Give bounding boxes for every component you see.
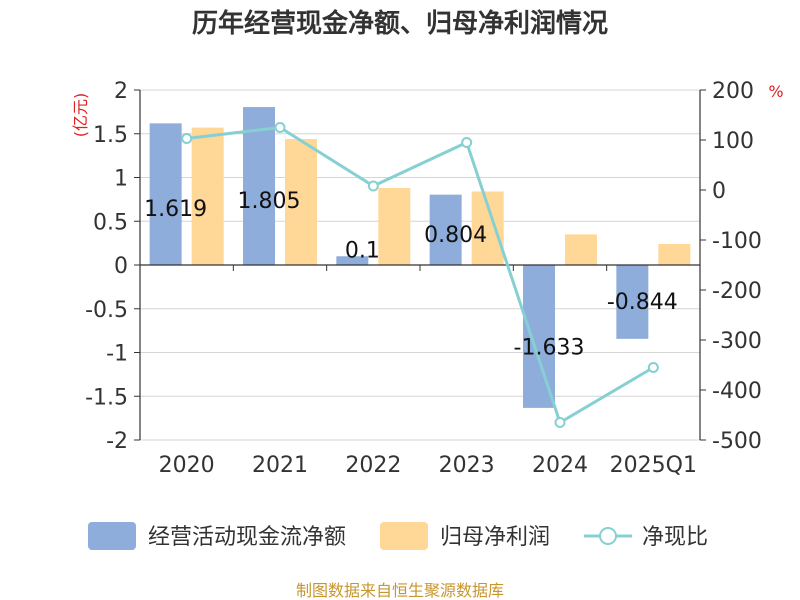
x-tick-label: 2021: [252, 453, 308, 478]
ratio-point: [554, 417, 566, 428]
net-profit-bar: [378, 188, 411, 265]
ratio-point: [647, 362, 659, 373]
left-tick-label: 1: [114, 167, 128, 192]
cash-flow-data-label: 1.619: [144, 197, 207, 222]
cash-flow-bar: [336, 256, 369, 265]
net-profit-bar: [191, 127, 224, 265]
left-tick-label: -1: [106, 342, 128, 367]
chart-title: 历年经营现金净额、归母净利润情况: [192, 8, 608, 39]
ratio-point: [274, 122, 286, 133]
ratio-point: [181, 133, 193, 144]
legend-label: 经营活动现金流净额: [148, 525, 346, 550]
legend-marker: [599, 527, 617, 545]
right-tick-label: -300: [712, 329, 762, 354]
cash-flow-bar: [616, 265, 649, 339]
right-tick-label: -200: [712, 279, 762, 304]
right-tick-label: 200: [712, 79, 754, 104]
cash-flow-data-label: -1.633: [514, 335, 585, 360]
legend-label: 净现比: [642, 525, 708, 550]
x-tick-label: 2024: [532, 453, 588, 478]
legend: 经营活动现金流净额 归母净利润 净现比: [88, 522, 708, 550]
right-tick-label: -400: [712, 379, 762, 404]
cash-flow-data-label: 0.1: [345, 238, 380, 263]
source-note: 制图数据来自恒生聚源数据库: [296, 581, 504, 600]
bars: [149, 107, 691, 408]
left-tick-label: 0.5: [93, 210, 128, 235]
x-tick-label: 2020: [159, 453, 215, 478]
left-tick-label: 2: [114, 79, 128, 104]
ratio-polyline: [186, 125, 655, 425]
cash-flow-bar: [243, 107, 275, 265]
left-tick-label: -2: [106, 429, 128, 454]
x-tick-label: 2023: [439, 453, 495, 478]
cash-flow-bar: [429, 194, 462, 265]
legend-swatch: [380, 522, 428, 550]
ratio-line: [181, 122, 659, 428]
left-axis-unit: (亿元): [71, 93, 90, 138]
net-profit-bar: [565, 234, 597, 265]
cash-flow-data-label: -0.844: [607, 290, 678, 315]
left-tick-label: -1.5: [85, 385, 128, 410]
legend-label: 归母净利润: [440, 525, 550, 550]
net-profit-bar: [658, 244, 691, 265]
data-labels: 1.619 1.805 0.1 0.804 -1.633 -0.844: [144, 189, 678, 360]
net-profit-bar: [285, 139, 317, 265]
cash-flow-bar: [523, 265, 555, 408]
axes: 2 1.5 1 0.5 0 -0.5 -1 -1.5 -2 200 100 0 -100 -200 -300…: [85, 79, 762, 478]
x-tick-label: 2022: [345, 453, 401, 478]
cash-flow-bar: [149, 123, 182, 266]
right-tick-label: -500: [712, 429, 762, 454]
left-tick-label: 0: [114, 254, 128, 279]
right-axis-unit: %: [768, 82, 783, 101]
right-tick-label: -100: [712, 229, 762, 254]
right-tick-label: 0: [712, 179, 726, 204]
legend-swatch: [88, 522, 136, 550]
ratio-point: [367, 180, 379, 192]
cash-flow-data-label: 1.805: [238, 189, 301, 214]
left-tick-label: 1.5: [93, 123, 128, 148]
right-tick-label: 100: [712, 129, 754, 154]
cash-flow-data-label: 0.804: [424, 223, 487, 248]
left-tick-label: -0.5: [85, 298, 128, 323]
ratio-point: [461, 137, 473, 148]
x-tick-label: 2025Q1: [610, 453, 697, 478]
